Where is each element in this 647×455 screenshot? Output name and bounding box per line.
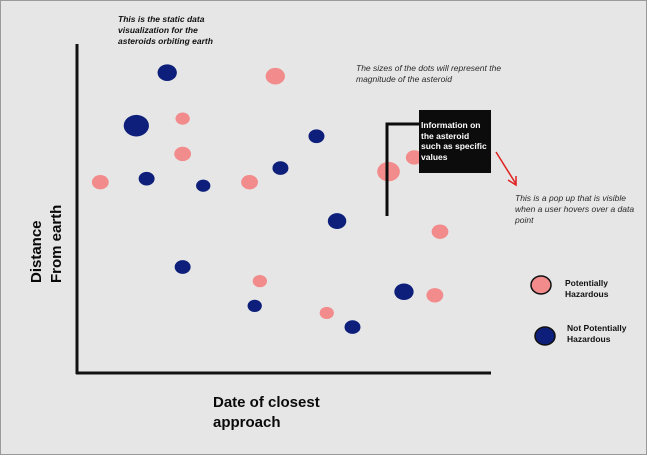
hazardous-point-3[interactable] [174,146,192,162]
not-hazardous-point-5[interactable] [308,129,325,144]
hazardous-point-4[interactable] [241,175,258,190]
legend-marker-not-hazardous [534,326,556,346]
data-points[interactable] [91,64,449,334]
hazardous-point-2[interactable] [175,112,190,125]
hazardous-point-6[interactable] [319,306,334,320]
y-axis-label: Distance From earth [28,204,65,283]
popup-connector-line [385,122,420,216]
hazardous-point-1[interactable] [265,67,285,85]
not-hazardous-point-7[interactable] [174,260,191,274]
title-note: This is the static data visualization fo… [118,14,213,46]
not-hazardous-point-0[interactable] [157,64,177,81]
popup-connectors [385,122,517,216]
hazardous-point-7[interactable] [377,161,400,182]
not-hazardous-point-1[interactable] [123,114,149,137]
not-hazardous-point-2[interactable] [138,171,155,186]
hazardous-point-10[interactable] [426,288,444,303]
legend-label-not-hazardous: Not Potentially Hazardous [567,323,627,344]
axes [75,44,491,375]
dot-size-note: The sizes of the dots will represent the… [356,63,502,84]
not-hazardous-point-6[interactable] [327,213,347,229]
asteroid-info-popup: Information on the asteroid such as spec… [419,110,491,173]
x-axis-label: Date of closest approach [213,394,320,431]
hazardous-point-0[interactable] [91,175,109,190]
hazardous-point-8[interactable] [405,150,423,165]
not-hazardous-point-10[interactable] [394,283,414,301]
legend-label-hazardous: Potentially Hazardous [565,278,609,299]
not-hazardous-point-8[interactable] [247,299,262,312]
popup-arrow-head [507,176,517,187]
hazardous-point-9[interactable] [431,224,449,239]
not-hazardous-point-4[interactable] [272,161,289,175]
not-hazardous-point-9[interactable] [344,320,361,334]
legend-marker-hazardous [530,275,552,295]
popup-arrow-line [495,151,517,185]
not-hazardous-point-3[interactable] [196,179,211,192]
hazardous-point-5[interactable] [252,275,267,288]
legend-markers [530,275,556,346]
popup-explanation-note: This is a pop up that is visible when a … [515,193,635,225]
